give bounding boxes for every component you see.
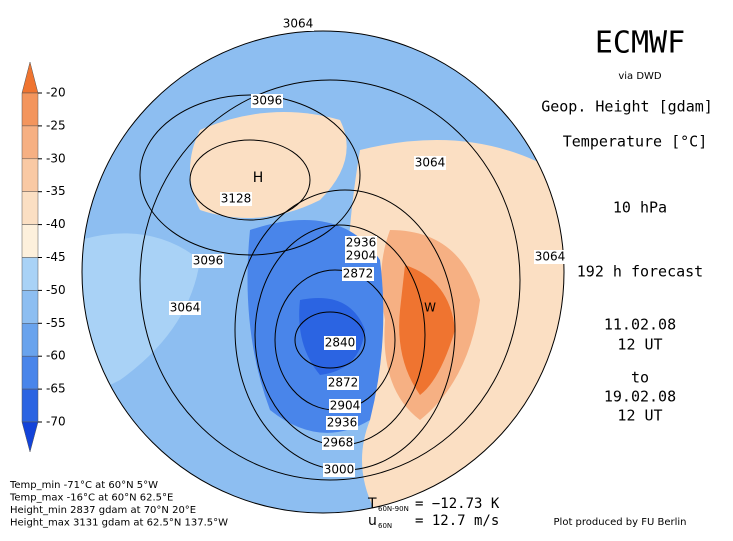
contour-label: 3064 [415,156,446,170]
colorbar-label: -60 [46,349,66,363]
contour-label-bg [329,399,361,413]
contour-label-bg [324,336,356,350]
contour-label: 3064 [283,17,314,31]
contour-label-bg [251,94,283,108]
colorbar-bin [21,224,39,258]
colorbar-label: -55 [46,316,66,330]
contour-label-bg [220,192,252,206]
level: 10 hPa [613,199,667,217]
colorbar-bin [21,257,39,291]
date: 19.02.08 [604,388,676,406]
contour-label: 2904 [330,399,361,413]
time: 12 UT [617,407,662,425]
source: via DWD [618,71,662,82]
contour-label-bg [342,267,374,281]
map-border [81,30,565,514]
index-value: = −12.73 K [415,496,500,512]
contour-label-bg [169,301,201,315]
contour-label-bg [326,416,358,430]
contour-label: 2872 [328,376,359,390]
contour-label: 3000 [324,463,355,477]
stat-line: Height_max 3131 gdam at 62.5°N 137.5°W [10,518,228,529]
colorbar-label: -45 [46,250,66,264]
index-symbol: T [367,496,377,512]
contours [139,79,521,481]
title: ECMWF [595,26,685,61]
contour-label: 2904 [346,249,377,263]
stat-line: Height_min 2837 gdam at 70°N 20°E [10,505,196,516]
contour-label: 2840 [325,336,356,350]
contour-label-bg [345,236,377,250]
field: Temperature [°C] [563,133,708,151]
contour-label-bg [414,156,446,170]
stat-line: Temp_min -71°C at 60°N 5°W [9,480,158,491]
contour-label: 3096 [252,94,283,108]
index-sub: 60N [378,522,392,530]
colorbar-bin [21,355,39,390]
contour-label: 3096 [193,254,224,268]
contour-label-bg [282,17,314,31]
contour-label-bg [345,249,377,263]
colorbar-bin [21,388,39,423]
colorbar-label: -70 [46,415,66,429]
colorbar-label: -20 [46,86,66,100]
colorbar-label: -65 [46,382,66,396]
date: 11.02.08 [604,316,676,334]
joiner: to [631,369,649,387]
contour-label: 2968 [323,436,354,450]
index-sub: 60N-90N [378,505,409,513]
contour-label: 2936 [346,236,377,250]
temp-region [399,265,455,395]
contour-label-bg [323,463,355,477]
contour-label: 3064 [170,301,201,315]
colorbar-bin [21,323,39,357]
temp-region [82,233,200,400]
contour-label: 3128 [221,192,252,206]
colorbar-bin [21,125,39,160]
colorbar-label: -30 [46,151,66,165]
contour-label-bg [534,250,566,264]
contour-label: 2936 [327,416,358,430]
warm-marker: W [424,301,436,315]
colorbar-bin [21,290,39,324]
credit: Plot produced by FU Berlin [554,517,687,528]
field: Geop. Height [gdam] [541,98,713,116]
colorbar-label: -50 [46,283,66,297]
stat-line: Temp_max -16°C at 60°N 62.5°E [9,493,173,504]
contour-label-bg [327,376,359,390]
index-symbol: u [368,513,377,529]
colorbar-bin [21,421,39,453]
colorbar-label: -40 [46,217,66,231]
colorbar-bin [21,158,39,192]
high-marker: H [253,170,264,186]
contour-label-bg [322,436,354,450]
contour-label: 3064 [535,250,566,264]
contour-label-bg [192,254,224,268]
colorbar-bin [21,191,39,225]
time: 12 UT [617,336,662,354]
index-value: = 12.7 m/s [415,513,499,529]
colorbar-label: -35 [46,184,66,198]
forecast: 192 h forecast [577,263,703,281]
colorbar-label: -25 [46,118,66,132]
colorbar-bin [21,61,39,94]
colorbar-bin [21,92,39,127]
contour-label: 2872 [343,267,374,281]
